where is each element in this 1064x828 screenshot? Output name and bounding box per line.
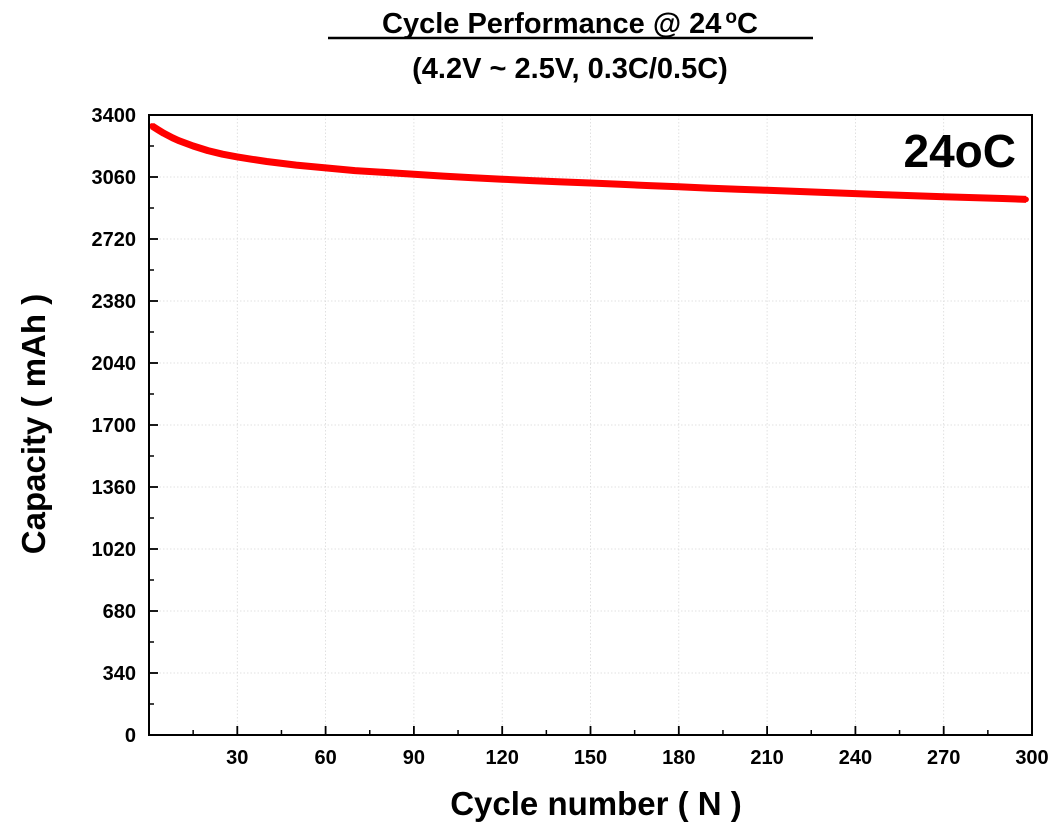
data-point [155, 126, 161, 133]
chart-title-main: Cycle Performance @ 24 [382, 8, 721, 40]
y-tick-label: 1020 [92, 539, 137, 561]
x-tick-label: 90 [403, 747, 425, 769]
data-point [617, 181, 623, 188]
temperature-annotation: 24oC [904, 125, 1016, 177]
y-tick-label: 1700 [92, 415, 137, 437]
data-point [705, 185, 712, 191]
x-tick-label: 210 [750, 747, 783, 769]
y-tick-label: 2720 [92, 229, 137, 251]
data-point [205, 147, 211, 154]
data-point [469, 174, 476, 181]
data-point [676, 184, 682, 190]
data-point [190, 143, 196, 149]
data-point [263, 158, 270, 165]
data-point [352, 167, 358, 174]
data-point [322, 165, 329, 171]
chart-title: Cycle Performance @ 24 oC [382, 7, 758, 40]
y-axis-title: Capacity ( mAh ) [15, 294, 52, 554]
data-point [1023, 196, 1029, 203]
y-tick-label: 1360 [92, 477, 137, 499]
data-point [793, 188, 800, 195]
x-tick-label: 240 [839, 747, 872, 769]
data-point [970, 194, 976, 201]
chart-title-degree: o [725, 7, 737, 28]
x-tick-label: 30 [226, 747, 248, 769]
series-line [150, 122, 1027, 203]
y-tick-label: 2040 [92, 353, 137, 375]
y-tick-label: 680 [103, 601, 136, 623]
x-tick-label: 180 [662, 747, 695, 769]
data-point [160, 130, 167, 137]
y-tick-label: 3060 [92, 167, 137, 189]
series-layer [149, 122, 1029, 203]
data-point [911, 192, 918, 199]
x-tick-label: 120 [486, 747, 519, 769]
data-point [411, 171, 417, 178]
y-tick-label: 0 [125, 725, 136, 747]
data-point [734, 186, 741, 193]
data-point [587, 180, 594, 186]
chart-subtitle: (4.2V ~ 2.5V, 0.3C/0.5C) [412, 53, 728, 85]
data-point [999, 195, 1006, 202]
x-tick-label: 300 [1015, 747, 1048, 769]
data-point [499, 176, 506, 182]
data-point [169, 134, 176, 141]
data-point [175, 137, 182, 144]
x-tick-label: 270 [927, 747, 960, 769]
y-tick-label: 3400 [92, 105, 137, 127]
data-point [558, 179, 564, 185]
data-point [646, 182, 653, 189]
data-point [852, 190, 859, 197]
data-point [823, 189, 829, 196]
data-point [882, 191, 888, 198]
plot-frame [148, 114, 1033, 736]
grid-layer [149, 115, 1032, 735]
y-tick-label: 340 [103, 663, 136, 685]
data-point [149, 123, 155, 129]
data-point [219, 151, 226, 158]
data-point [234, 154, 241, 160]
data-point [249, 156, 255, 163]
data-point [293, 162, 299, 168]
data-point [940, 193, 947, 200]
chart-title-unit: C [737, 8, 758, 40]
x-axis-title: Cycle number ( N ) [450, 785, 742, 822]
y-tick-label: 2380 [92, 291, 137, 313]
data-point [440, 173, 447, 179]
x-tick-label: 60 [314, 747, 336, 769]
x-tick-label: 150 [574, 747, 607, 769]
tick-label-layer: 0340680102013601700204023802720306034003… [92, 105, 1049, 769]
data-point [764, 187, 770, 194]
data-point [381, 169, 388, 176]
data-point [528, 177, 535, 184]
